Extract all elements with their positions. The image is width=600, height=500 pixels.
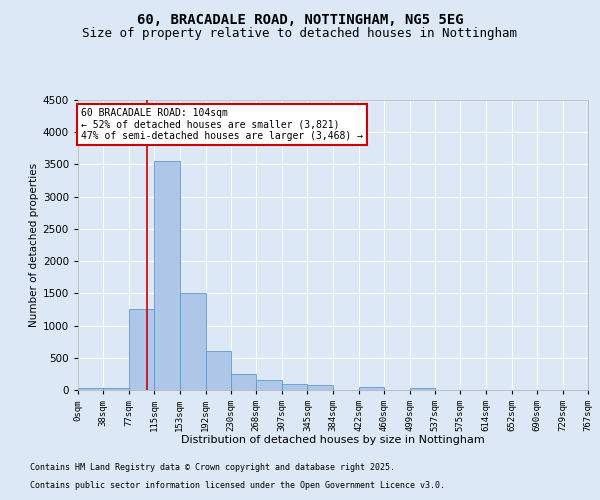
Bar <box>410 388 435 390</box>
Bar <box>282 384 307 390</box>
Bar <box>359 387 384 390</box>
Text: Size of property relative to detached houses in Nottingham: Size of property relative to detached ho… <box>83 28 517 40</box>
Text: 60, BRACADALE ROAD, NOTTINGHAM, NG5 5EG: 60, BRACADALE ROAD, NOTTINGHAM, NG5 5EG <box>137 12 463 26</box>
Bar <box>180 294 206 390</box>
Bar <box>103 388 129 390</box>
Text: Contains public sector information licensed under the Open Government Licence v3: Contains public sector information licen… <box>30 481 445 490</box>
Text: Contains HM Land Registry data © Crown copyright and database right 2025.: Contains HM Land Registry data © Crown c… <box>30 464 395 472</box>
Text: 60 BRACADALE ROAD: 104sqm
← 52% of detached houses are smaller (3,821)
47% of se: 60 BRACADALE ROAD: 104sqm ← 52% of detac… <box>82 108 364 141</box>
Bar <box>129 310 154 390</box>
Bar <box>307 386 334 390</box>
Bar <box>231 374 256 390</box>
Bar <box>206 352 231 390</box>
Bar <box>154 161 180 390</box>
Y-axis label: Number of detached properties: Number of detached properties <box>29 163 38 327</box>
Bar <box>78 388 103 390</box>
X-axis label: Distribution of detached houses by size in Nottingham: Distribution of detached houses by size … <box>181 436 485 446</box>
Bar <box>256 380 282 390</box>
